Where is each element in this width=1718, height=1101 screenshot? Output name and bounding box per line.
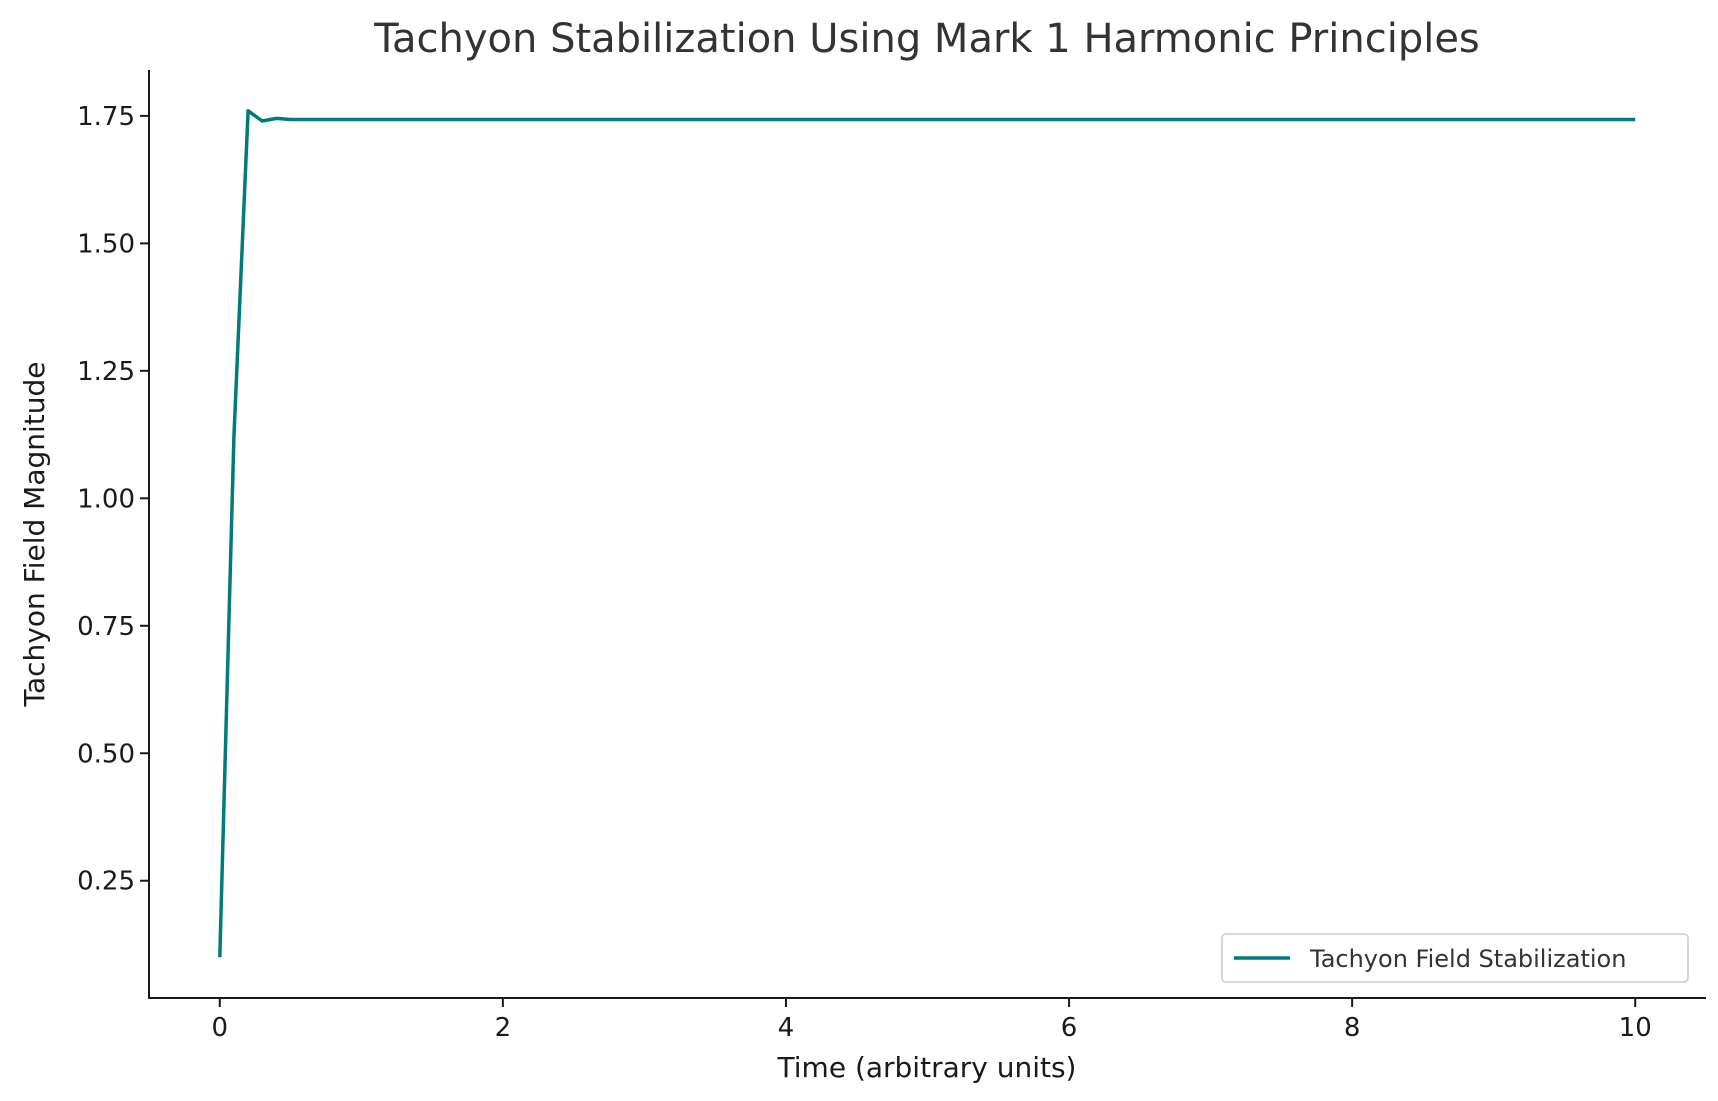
y-axis-label: Tachyon Field Magnitude: [18, 362, 51, 708]
x-tick-label: 2: [495, 1013, 512, 1043]
legend-label: Tachyon Field Stabilization: [1309, 945, 1626, 973]
x-tick-label: 8: [1344, 1013, 1361, 1043]
y-tick-label: 0.50: [77, 739, 135, 769]
x-tick-label: 0: [211, 1013, 228, 1043]
chart-title: Tachyon Stabilization Using Mark 1 Harmo…: [373, 16, 1480, 62]
legend: Tachyon Field Stabilization: [1221, 933, 1689, 983]
y-tick-label: 1.75: [77, 102, 135, 132]
x-axis-label: Time (arbitrary units): [777, 1051, 1077, 1084]
y-tick-label: 0.25: [77, 867, 135, 897]
y-ticks: 0.25 0.50 0.75 1.00 1.25 1.50 1.75: [77, 102, 149, 897]
series-line-tachyon-field-stabilization: [218, 109, 1636, 958]
legend-box: [1221, 933, 1689, 983]
x-tick-label: 10: [1619, 1013, 1652, 1043]
y-tick-label: 0.75: [77, 612, 135, 642]
x-tick-label: 6: [1061, 1013, 1078, 1043]
y-tick-label: 1.50: [77, 229, 135, 259]
x-ticks: 0 2 4 6 8 10: [211, 998, 1652, 1043]
plot-area: [218, 109, 1636, 958]
x-tick-label: 4: [778, 1013, 795, 1043]
y-tick-label: 1.25: [77, 357, 135, 387]
y-tick-label: 1.00: [77, 484, 135, 514]
